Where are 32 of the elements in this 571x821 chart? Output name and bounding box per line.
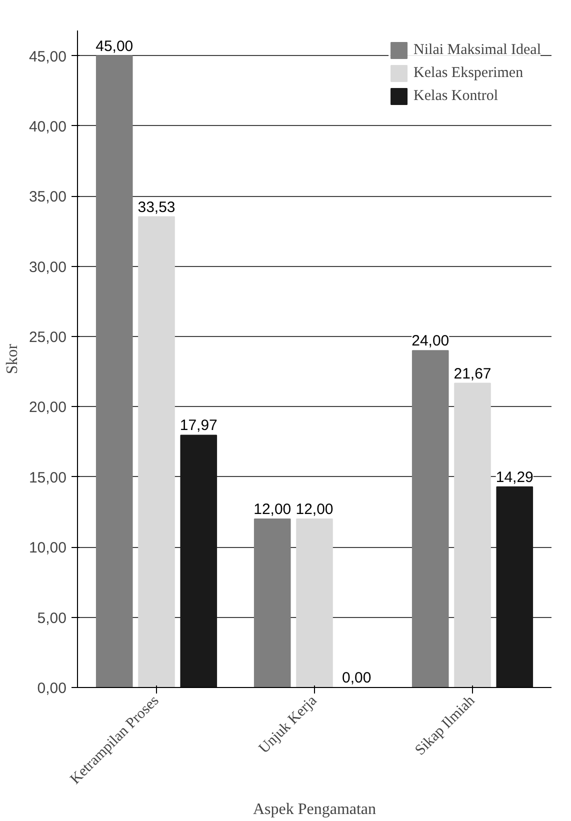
bar [96,55,133,688]
x-axis-title: Aspek Pengamatan [252,801,376,818]
data-label: 33,53 [138,198,176,216]
bar [254,518,291,688]
bar [454,382,491,688]
y-tick-label: 35,00 [28,188,67,206]
bar [496,486,534,688]
y-tick-label: 45,00 [28,48,67,66]
bar [412,350,449,688]
data-label: 12,00 [254,501,292,518]
y-tick-label: 25,00 [28,329,67,346]
bar [180,434,218,688]
y-tick-label: 0,00 [37,680,67,697]
data-label: 17,97 [180,417,218,434]
y-tick-label: 15,00 [28,469,67,486]
bar [296,518,333,688]
data-label: 45,00 [96,38,134,55]
y-tick-label: 30,00 [28,258,67,276]
y-tick-label: 20,00 [28,399,67,416]
y-tick-label: 10,00 [28,540,67,557]
data-label: 12,00 [296,501,334,518]
legend-label: Kelas Eksperimen [414,64,524,82]
data-label: 14,29 [496,468,534,486]
data-label: 0,00 [342,670,372,686]
legend-label: Kelas Kontrol [414,88,498,104]
legend-label: Nilai Maksimal Ideal [414,42,541,58]
y-tick-label: 5,00 [37,610,67,627]
y-axis-title: Skor [4,343,21,374]
data-label: 24,00 [412,332,450,350]
bar [138,216,175,688]
y-tick-label: 40,00 [28,118,67,136]
data-label: 21,67 [454,365,492,382]
